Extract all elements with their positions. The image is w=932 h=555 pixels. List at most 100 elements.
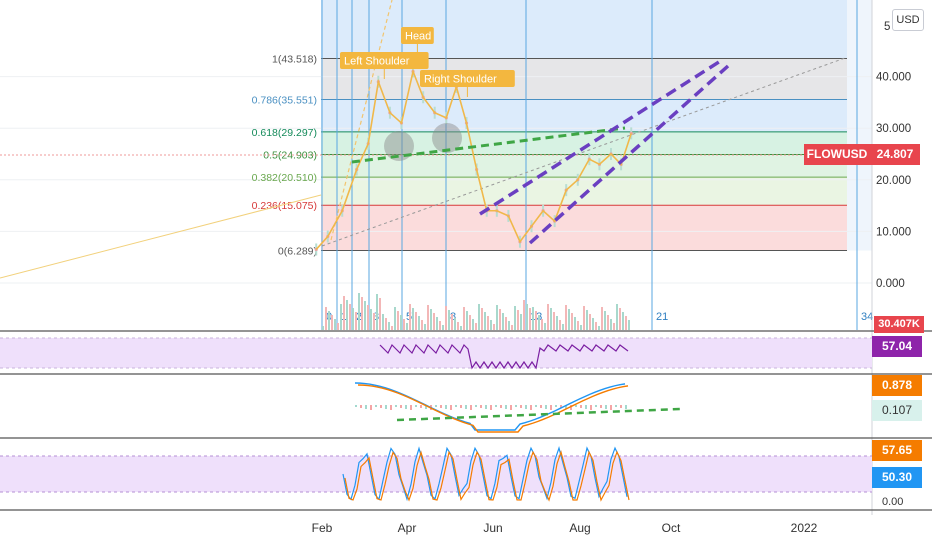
volume-bar: [580, 325, 582, 330]
volume-bar: [616, 304, 618, 330]
volume-bar: [598, 326, 600, 330]
volume-bar: [439, 321, 441, 330]
time-axis-label: Feb: [312, 521, 333, 535]
volume-bar: [445, 306, 447, 330]
volume-bar: [529, 308, 531, 330]
macd-histogram-bar: [540, 405, 542, 408]
price-axis-tick: 30.000: [876, 123, 911, 135]
macd-histogram-bar: [370, 405, 372, 410]
price-axis-tick: 10.000: [876, 226, 911, 238]
volume-bar: [577, 321, 579, 330]
volume-bar: [340, 304, 342, 330]
volume-bar: [424, 324, 426, 330]
volume-bar: [370, 309, 372, 330]
volume-bar: [475, 323, 477, 330]
volume-bar: [622, 312, 624, 330]
pattern-label-left-shoulder: Left Shoulder: [344, 56, 410, 68]
macd-histogram-bar: [355, 405, 357, 407]
fib-time-number: 21: [656, 311, 668, 323]
macd-histogram-bar: [560, 405, 562, 408]
volume-bar: [349, 304, 351, 330]
stoch-value-badge-1: 57.65: [872, 440, 922, 461]
macd-signal-line: [357, 384, 629, 433]
macd-histogram-bar: [440, 405, 442, 408]
volume-bar: [415, 312, 417, 330]
volume-bar: [451, 314, 453, 330]
volume-bar: [556, 316, 558, 330]
macd-histogram-bar: [515, 405, 517, 407]
time-axis-label: Oct: [662, 521, 681, 535]
stoch-value-badge-2: 50.30: [872, 467, 922, 488]
volume-bar: [604, 311, 606, 330]
macd-histogram-bar: [615, 405, 617, 407]
volume-bar: [448, 310, 450, 330]
channel-upper: [479, 58, 723, 216]
volume-bar: [505, 317, 507, 330]
last-price-badge: 24.807: [870, 144, 920, 165]
fib-level-label: 0.786(35.551): [252, 95, 317, 107]
rsi-value-badge: 57.04: [872, 336, 922, 357]
volume-bar: [337, 323, 339, 330]
volume-bar: [565, 305, 567, 330]
rsi-line: [379, 343, 629, 370]
volume-bar: [583, 306, 585, 330]
macd-histogram-bar: [420, 405, 422, 408]
volume-bar: [562, 324, 564, 330]
volume-bar: [382, 314, 384, 330]
volume-bar: [430, 309, 432, 330]
macd-histogram-bar: [480, 405, 482, 408]
stoch-axis-label: 0.00: [882, 496, 904, 508]
macd-line: [354, 382, 626, 431]
macd-histogram-bar: [605, 405, 607, 409]
volume-bar: [541, 319, 543, 330]
volume-bar: [511, 325, 513, 330]
volume-bar: [334, 319, 336, 330]
fib-level-label: 0(6.289): [278, 246, 317, 258]
volume-bar: [592, 318, 594, 330]
pattern-label-right-shoulder: Right Shoulder: [424, 74, 497, 86]
volume-bar: [619, 308, 621, 330]
macd-histogram-bar: [535, 405, 537, 407]
volume-bar: [550, 308, 552, 330]
pattern-label-head-bg: [401, 27, 434, 44]
macd-histogram-bar: [565, 405, 567, 409]
macd-histogram-bar: [455, 405, 457, 407]
volume-bar: [523, 300, 525, 330]
volume-bar: [613, 323, 615, 330]
macd-histogram-bar: [470, 405, 472, 410]
volume-bar: [484, 312, 486, 330]
volume-bar: [325, 307, 327, 330]
volume-bar: [559, 320, 561, 330]
volume-bar: [436, 317, 438, 330]
volume-bar: [463, 307, 465, 330]
volume-bar: [397, 311, 399, 330]
volume-bar: [385, 318, 387, 330]
fib-band: [321, 177, 847, 206]
pattern-label-left-shoulder-bg: [340, 52, 429, 69]
volume-bar: [460, 326, 462, 330]
price-axis-tick: 0.000: [876, 278, 905, 290]
fib-band: [321, 154, 847, 178]
volume-bar: [421, 320, 423, 330]
volume-bar: [352, 308, 354, 330]
stoch-d-line: [344, 450, 630, 502]
price-axis-tick: 20.000: [876, 175, 911, 187]
macd-histogram-bar: [575, 405, 577, 407]
macd-histogram-bar: [405, 405, 407, 409]
macd-histogram-bar: [385, 405, 387, 409]
time-axis-label: Jun: [483, 521, 502, 535]
macd-histogram-bar: [380, 405, 382, 408]
price-axis-top-tick: 5: [884, 21, 890, 33]
macd-histogram-bar: [550, 405, 552, 410]
macd-histogram-bar: [460, 405, 462, 408]
volume-bar: [412, 308, 414, 330]
volume-bar: [322, 326, 324, 330]
volume-bar: [328, 311, 330, 330]
macd-histogram-bar: [425, 405, 427, 409]
volume-bar: [379, 298, 381, 330]
currency-button[interactable]: USD: [892, 9, 924, 31]
volume-bar: [508, 321, 510, 330]
macd-histogram-bar: [510, 405, 512, 410]
symbol-label-badge: FLOWUSD: [804, 144, 870, 165]
